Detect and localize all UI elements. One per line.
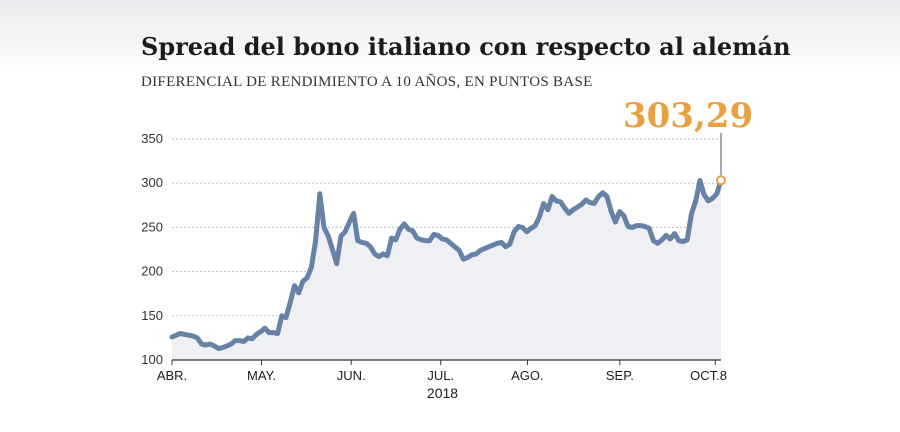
header-band (0, 0, 900, 72)
x-tick-label: JUN. (337, 368, 366, 383)
x-tick-label: JUL. (427, 368, 454, 383)
x-tick-label: AGO. (511, 368, 544, 383)
y-tick-labels: 100 150 200 250 300 350 (141, 131, 163, 367)
y-tick-label: 200 (141, 264, 163, 279)
x-tick-label: OCT.8 (690, 368, 727, 383)
x-tick-labels: ABR. MAY. JUN. JUL. AGO. SEP. OCT.8 2018 (157, 368, 727, 401)
x-tick-label: SEP. (606, 368, 634, 383)
y-tick-label: 250 (141, 219, 163, 234)
x-axis (171, 359, 721, 365)
x-axis-label: 2018 (427, 385, 458, 401)
area-fill (172, 180, 721, 360)
chart-subtitle: DIFERENCIAL DE RENDIMIENTO A 10 AÑOS, EN… (141, 74, 593, 90)
series-line-path (169, 177, 724, 351)
latest-value-marker (716, 175, 726, 186)
latest-value-callout: 303,29 (623, 96, 754, 136)
series-line (169, 177, 724, 351)
y-tick-label: 300 (141, 175, 163, 190)
end-marker (716, 133, 726, 186)
chart-title: Spread del bono italiano con respecto al… (141, 32, 791, 61)
series-area (172, 180, 721, 360)
x-tick-label: MAY. (247, 368, 276, 383)
x-tick-label: ABR. (157, 368, 187, 383)
y-tick-label: 350 (141, 131, 163, 146)
y-tick-label: 150 (141, 308, 163, 323)
y-tick-label: 100 (141, 352, 163, 367)
